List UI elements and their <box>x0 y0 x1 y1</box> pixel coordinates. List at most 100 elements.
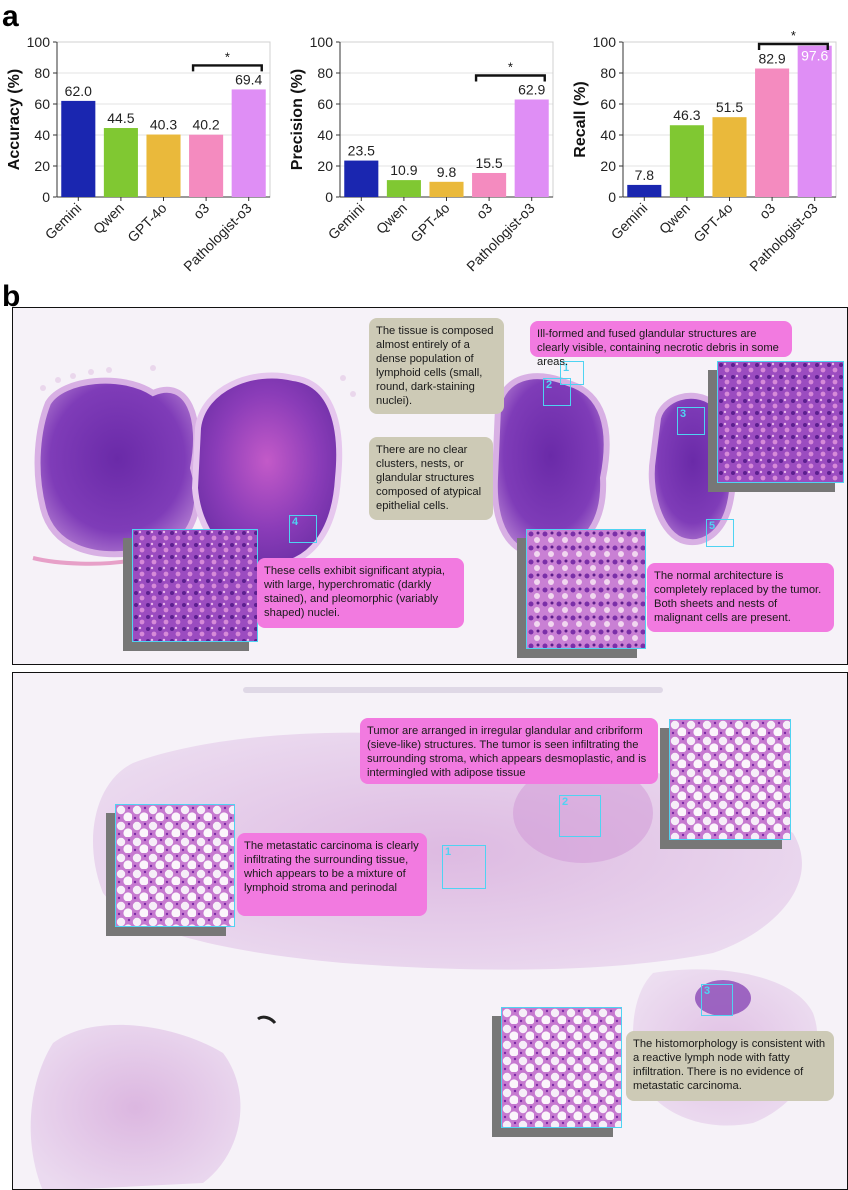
bar-2-4 <box>797 45 832 197</box>
ytick-label-0-2: 40 <box>34 127 50 143</box>
ytick-label-1-3: 60 <box>317 96 333 112</box>
callout-reactive: The histomorphology is consistent with a… <box>626 1031 834 1101</box>
significance-star-1: * <box>508 60 513 75</box>
ytick-label-2-5: 100 <box>593 34 617 50</box>
value-label-0-2: 40.3 <box>150 117 177 133</box>
callout-cribriform: Tumor are arranged in irregular glandula… <box>360 718 658 784</box>
roi-label-1: 1 <box>563 362 570 374</box>
xtick-label-2-2: GPT-4o <box>690 200 736 246</box>
ytick-label-1-0: 0 <box>325 189 333 205</box>
bar-2-1 <box>669 125 704 197</box>
roi-box-4: 4 <box>289 515 317 543</box>
bar-0-1 <box>103 128 138 197</box>
value-label-1-3: 15.5 <box>475 155 502 171</box>
value-label-1-4: 62.9 <box>518 82 545 98</box>
ytick-label-0-3: 60 <box>34 96 50 112</box>
value-label-0-0: 62.0 <box>65 83 92 99</box>
value-label-2-1: 46.3 <box>673 107 700 123</box>
zoom-inset-3 <box>717 361 844 483</box>
bar-1-4 <box>514 99 549 197</box>
ytick-label-1-2: 40 <box>317 127 333 143</box>
ytick-label-2-3: 60 <box>600 96 616 112</box>
callout-glandular: Ill-formed and fused glandular structure… <box>530 321 792 368</box>
callout-atypia: These cells exhibit significant atypia, … <box>257 558 464 628</box>
roi-box-2: 2 <box>543 378 571 406</box>
callout-no-clusters: There are no clear clusters, nests, or g… <box>369 437 493 520</box>
ytick-label-0-0: 0 <box>42 189 50 205</box>
bar-0-2 <box>146 134 181 197</box>
roi-box-s2-2: 2 <box>559 795 601 837</box>
roi-box-3: 3 <box>677 407 705 435</box>
value-label-1-1: 10.9 <box>390 162 417 178</box>
ytick-label-0-5: 100 <box>27 34 51 50</box>
roi-label-s2-1: 1 <box>445 846 452 858</box>
panel-label-b: b <box>2 280 21 313</box>
bar-2-0 <box>627 184 662 197</box>
significance-bracket-2 <box>757 42 829 50</box>
xtick-label-1-0: Gemini <box>325 200 368 243</box>
ytick-label-0-4: 80 <box>34 65 50 81</box>
value-label-2-2: 51.5 <box>716 99 743 115</box>
ytick-label-2-1: 20 <box>600 158 616 174</box>
zoom-inset-s2-3 <box>501 1007 622 1128</box>
slide-2-panel: 1 2 3 Tumor are arranged in irregular gl… <box>12 672 848 1190</box>
bar-0-4 <box>231 89 266 197</box>
slide-1-panel: 1 2 3 4 5 The tissue is composed almost … <box>12 307 848 665</box>
roi-label-s2-2: 2 <box>562 796 569 808</box>
significance-star-0: * <box>225 49 230 64</box>
significance-star-2: * <box>791 28 796 43</box>
bar-1-2 <box>429 181 464 197</box>
value-label-2-4: 97.6 <box>801 48 828 64</box>
xtick-label-2-1: Qwen <box>656 200 693 237</box>
roi-box-s2-1: 1 <box>442 845 486 889</box>
ytick-label-1-4: 80 <box>317 65 333 81</box>
slide-1-tissue <box>32 365 814 617</box>
callout-architecture: The normal architecture is completely re… <box>647 563 834 632</box>
callout-lymphoid: The tissue is composed almost entirely o… <box>369 318 504 414</box>
ylabel-0: Accuracy (%) <box>6 69 23 170</box>
roi-label-s2-3: 3 <box>704 985 711 997</box>
roi-box-5: 5 <box>706 519 734 547</box>
zoom-inset-4 <box>132 529 258 642</box>
bar-2-2 <box>712 117 747 197</box>
panel-label-a: a <box>2 0 19 33</box>
bar-charts: 0 20 40 60 80 100 62.0 Gemini 44.5 Qwen 40.3 GPT-4o… <box>6 28 837 274</box>
bar-0-3 <box>189 134 224 197</box>
xtick-label-1-2: GPT-4o <box>407 200 453 246</box>
roi-box-1: 1 <box>560 361 584 385</box>
roi-label-4: 4 <box>292 516 299 528</box>
zoom-inset-s2-2 <box>669 719 791 840</box>
value-label-0-1: 44.5 <box>107 110 134 126</box>
ylabel-2: Recall (%) <box>572 81 589 157</box>
xtick-label-0-1: Qwen <box>90 200 127 237</box>
significance-bracket-0 <box>191 64 263 72</box>
bar-0-0 <box>61 100 96 197</box>
roi-label-5: 5 <box>709 520 716 532</box>
roi-label-3: 3 <box>680 408 687 420</box>
xtick-label-1-1: Qwen <box>373 200 410 237</box>
ytick-label-2-0: 0 <box>608 189 616 205</box>
xtick-label-2-0: Gemini <box>608 200 651 243</box>
ylabel-1: Precision (%) <box>289 69 306 170</box>
ytick-label-1-1: 20 <box>317 158 333 174</box>
xtick-label-0-0: Gemini <box>42 200 85 243</box>
value-label-2-0: 7.8 <box>635 167 655 183</box>
bar-1-1 <box>386 180 421 197</box>
xtick-label-0-2: GPT-4o <box>124 200 170 246</box>
roi-box-s2-3: 3 <box>701 984 733 1016</box>
value-label-2-3: 82.9 <box>758 51 785 67</box>
ytick-label-2-2: 40 <box>600 127 616 143</box>
ytick-label-1-5: 100 <box>310 34 334 50</box>
xtick-label-0-3: o3 <box>190 200 212 222</box>
significance-bracket-1 <box>474 74 546 82</box>
ytick-label-0-1: 20 <box>34 158 50 174</box>
bar-1-3 <box>472 172 507 197</box>
callout-metastatic: The metastatic carcinoma is clearly infi… <box>237 833 427 916</box>
value-label-1-0: 23.5 <box>348 143 375 159</box>
bar-2-3 <box>755 68 790 197</box>
xtick-label-1-3: o3 <box>473 200 495 222</box>
value-label-1-2: 9.8 <box>437 164 457 180</box>
value-label-0-4: 69.4 <box>235 71 262 87</box>
zoom-inset-5 <box>526 529 646 649</box>
bar-1-0 <box>344 160 379 197</box>
